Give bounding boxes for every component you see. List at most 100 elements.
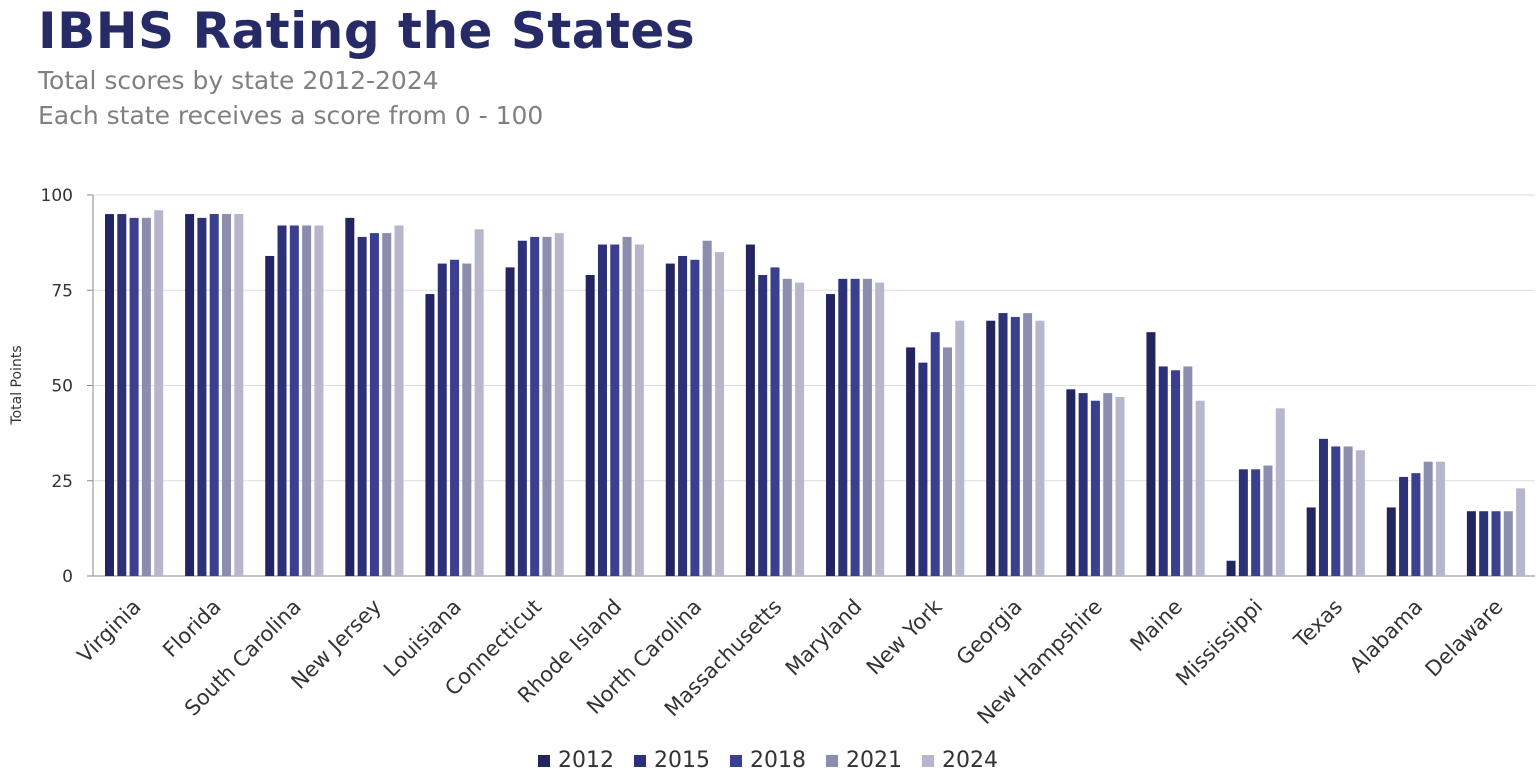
bar xyxy=(1010,316,1020,576)
bar xyxy=(838,278,848,576)
gridlines xyxy=(93,194,1535,482)
bar xyxy=(665,263,675,576)
legend-label: 2021 xyxy=(846,748,902,773)
x-category-label: Alabama xyxy=(1345,595,1427,677)
bar xyxy=(702,240,712,576)
chart-subtitle-line-2: Each state receives a score from 0 - 100 xyxy=(38,101,544,130)
x-category-label: Florida xyxy=(158,595,225,662)
legend-item: 2021 xyxy=(826,748,902,773)
bar xyxy=(1343,446,1353,576)
x-category-label: Maryland xyxy=(781,595,867,681)
bar xyxy=(1035,320,1045,576)
bar xyxy=(345,217,355,577)
bar xyxy=(1171,370,1181,576)
bar xyxy=(1103,393,1113,576)
bar xyxy=(782,278,792,576)
bar xyxy=(770,267,780,576)
legend-swatch xyxy=(826,754,838,767)
x-category-label: Maine xyxy=(1125,595,1187,657)
legend-swatch xyxy=(922,754,934,767)
chart-subtitle-line-1: Total scores by state 2012-2024 xyxy=(38,66,439,95)
bar xyxy=(1238,469,1248,576)
x-category-label: Delaware xyxy=(1421,595,1508,682)
bar xyxy=(906,347,916,576)
y-tick-label: 0 xyxy=(62,567,73,587)
bar xyxy=(1146,332,1156,576)
bar xyxy=(277,225,287,577)
bars xyxy=(105,210,1526,577)
bar xyxy=(1263,465,1273,576)
bar xyxy=(622,236,632,576)
legend-swatch xyxy=(634,754,646,767)
bar xyxy=(1423,461,1433,576)
bar xyxy=(425,294,435,576)
bar xyxy=(1195,400,1205,576)
x-category-label: Texas xyxy=(1289,595,1348,654)
bar xyxy=(1386,507,1396,576)
bar xyxy=(1023,313,1033,576)
bar xyxy=(289,225,299,577)
bar xyxy=(209,214,219,577)
bar xyxy=(1503,511,1513,576)
bar xyxy=(314,225,324,577)
legend-label: 2015 xyxy=(654,748,710,773)
bar xyxy=(826,294,835,576)
x-category-label: Georgia xyxy=(952,595,1027,670)
bar xyxy=(1399,476,1409,576)
bar xyxy=(918,362,928,576)
y-tick-label: 75 xyxy=(51,281,73,301)
bar xyxy=(678,255,688,576)
bar xyxy=(154,210,164,577)
bar xyxy=(1183,366,1193,576)
chart-legend: 2012 2015 2018 2021 2024 xyxy=(0,748,1536,773)
bar xyxy=(1066,389,1076,576)
legend-label: 2024 xyxy=(942,748,998,773)
bar xyxy=(930,332,940,576)
bar xyxy=(1355,450,1365,576)
bar xyxy=(105,214,114,577)
bar xyxy=(357,236,367,576)
x-category-label: Mississippi xyxy=(1171,595,1267,691)
x-category-label: Louisiana xyxy=(379,595,466,682)
bar xyxy=(222,214,232,577)
bar xyxy=(1479,511,1489,576)
x-category-label: Virginia xyxy=(73,595,146,668)
bar xyxy=(1275,408,1285,576)
bar xyxy=(450,259,460,576)
bar xyxy=(542,236,552,576)
bar xyxy=(1115,396,1125,576)
legend-label: 2018 xyxy=(750,748,806,773)
bar xyxy=(1435,461,1445,576)
bar xyxy=(197,217,207,577)
bar xyxy=(129,217,139,577)
bar xyxy=(986,320,996,576)
bar xyxy=(610,244,620,576)
bar xyxy=(943,347,953,576)
bar xyxy=(505,267,515,576)
legend-item: 2015 xyxy=(634,748,710,773)
y-tick-label: 50 xyxy=(51,377,73,397)
bar xyxy=(1466,511,1476,576)
bar xyxy=(998,313,1008,576)
bar xyxy=(462,263,472,576)
x-category-label: New York xyxy=(862,594,948,680)
bar xyxy=(234,214,244,577)
bar xyxy=(265,255,275,576)
bar xyxy=(1158,366,1168,576)
bar xyxy=(1516,488,1526,576)
bar xyxy=(745,244,755,576)
legend-item: 2024 xyxy=(922,748,998,773)
bar xyxy=(437,263,447,576)
bar xyxy=(382,233,392,576)
bar xyxy=(585,275,595,576)
bar xyxy=(185,214,195,577)
bar xyxy=(795,282,805,576)
axes: 0 25 50 75 100 xyxy=(41,186,1535,587)
bar xyxy=(554,233,564,576)
y-axis-title: Total Points xyxy=(9,345,25,425)
bar xyxy=(850,278,860,576)
bar xyxy=(117,214,127,577)
legend-label: 2012 xyxy=(558,748,614,773)
bar xyxy=(474,229,484,577)
